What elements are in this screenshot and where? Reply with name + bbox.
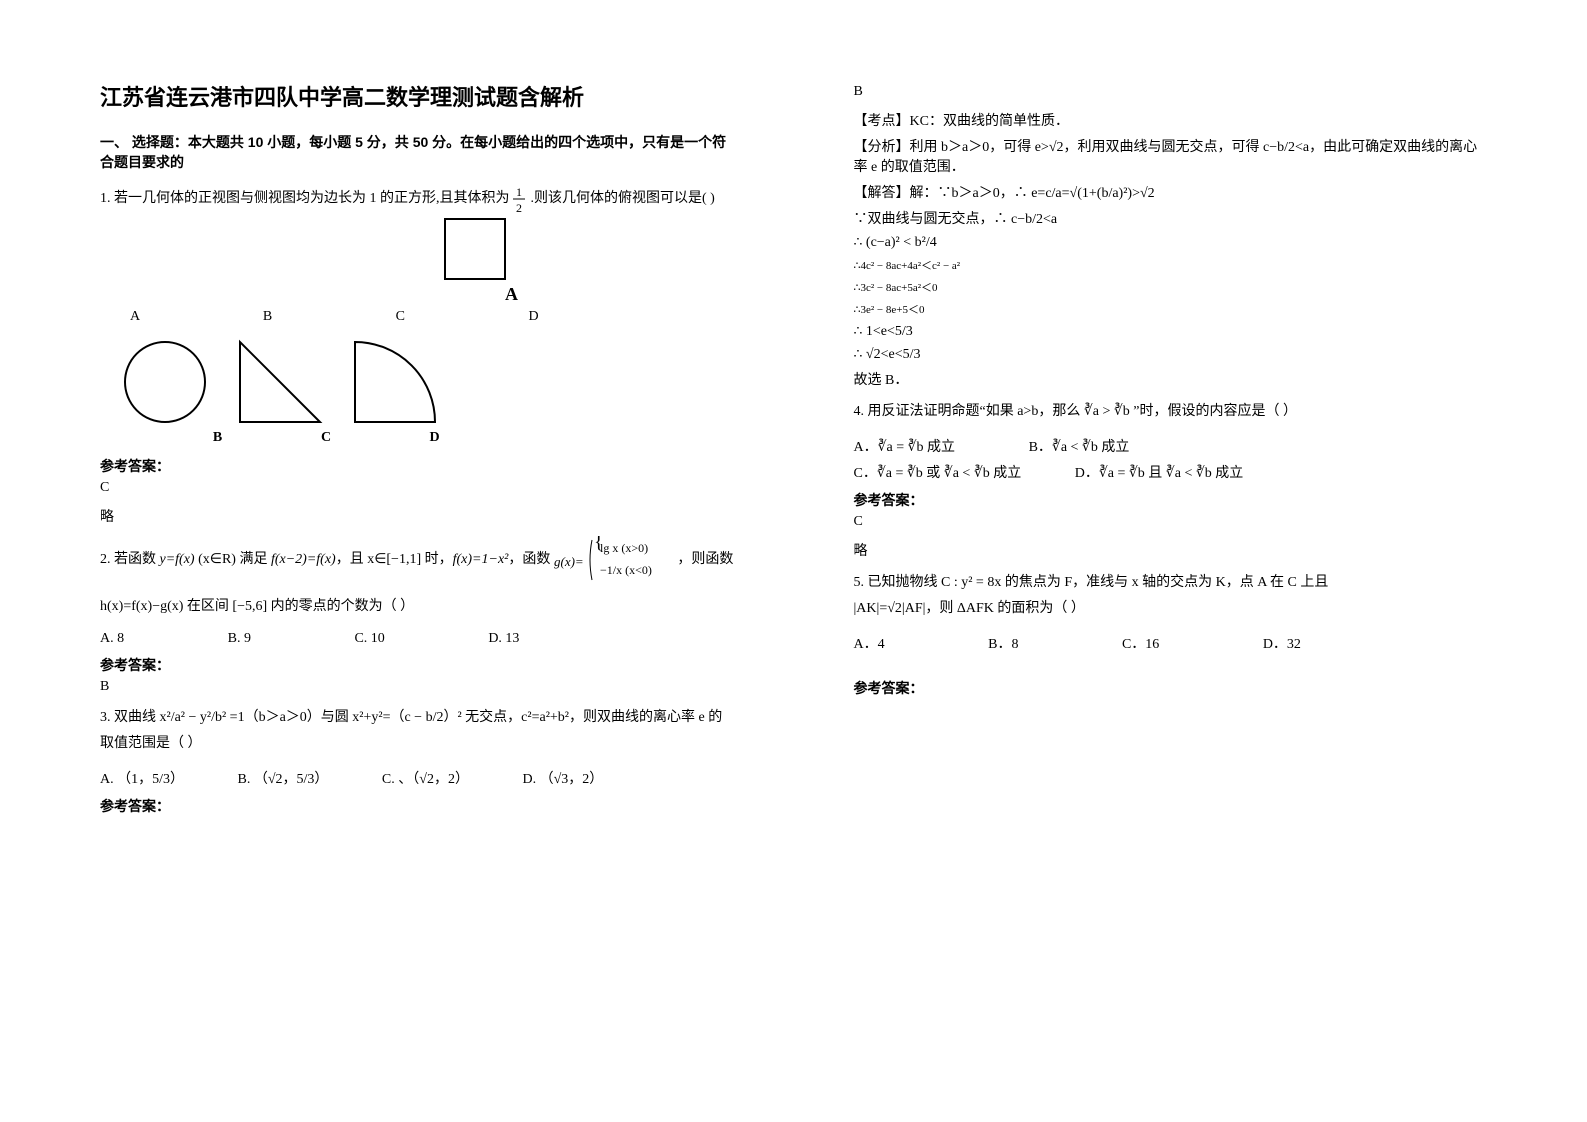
q1-stem-a: 1. 若一几何体的正视图与侧视图均为边长为 1 的正方形,且其体积为	[100, 191, 510, 206]
q2-opt-a: A. 8	[100, 631, 124, 647]
q3-options: A. （1，5/3） B. （√2，5/3） C. 、（√2，2） D. （√3…	[100, 768, 734, 788]
q3-answer: B	[854, 84, 1488, 100]
figures-bcd: B C D	[120, 335, 734, 446]
question-5: 5. 已知抛物线 C : y² = 8x 的焦点为 F，准线与 x 轴的交点为 …	[854, 570, 1488, 623]
q3-step1: ∵双曲线与圆无交点，∴ c−b/2<a	[854, 208, 1488, 228]
svg-text:lg x (x>0): lg x (x>0)	[600, 541, 648, 555]
q4-opt-a: A．∛a = ∛b 成立	[854, 436, 956, 456]
q2-opt-c: C. 10	[354, 631, 384, 647]
q3-step2: ∴ (c−a)² < b²/4	[854, 234, 1488, 251]
figure-a-label: A	[505, 284, 518, 305]
q4-opt-b: B．∛a < ∛b 成立	[1029, 436, 1130, 456]
q3-step3: ∴4c² − 8ac+4a²＜c² − a²	[854, 257, 1488, 273]
page: 江苏省连云港市四队中学高二数学理测试题含解析 一、 选择题：本大题共 10 小题…	[0, 0, 1587, 1122]
q1-stem-b: .则该几何体的俯视图可以是( )	[531, 191, 715, 206]
left-column: 江苏省连云港市四队中学高二数学理测试题含解析 一、 选择题：本大题共 10 小题…	[0, 0, 794, 1122]
q5-opt-c: C．16	[1122, 633, 1159, 653]
answer-label: 参考答案：	[100, 655, 734, 675]
q3-step6: ∴ 1<e<5/3	[854, 323, 1488, 340]
q2-stem: 2. 若函数 y=f(x) (x∈R) 满足 f(x−2)=f(x)，且 x∈[…	[100, 552, 733, 567]
q3-stem: 3. 双曲线 x²/a² − y²/b² =1（b＞a＞0）与圆 x²+y²=（…	[100, 710, 722, 752]
q4-stem: 4. 用反证法证明命题“如果 a>b，那么 ∛a > ∛b ”时，假设的内容应是…	[854, 404, 1298, 419]
q4-options-ab: A．∛a = ∛b 成立 B．∛a < ∛b 成立	[854, 436, 1488, 456]
q3-opt-a: A. （1，5/3）	[100, 768, 184, 788]
q3-kp: 【考点】KC：双曲线的简单性质．	[854, 110, 1488, 130]
figure-labels-bottom: B C D	[165, 430, 734, 446]
piecewise-g-icon: g(x)= { lg x (x>0) −1/x (x<0)	[554, 536, 674, 584]
figure-square-icon	[440, 214, 510, 284]
question-1: 1. 若一几何体的正视图与侧视图均为边长为 1 的正方形,且其体积为 1 2 .…	[100, 184, 734, 214]
q4-answer: C	[854, 514, 1488, 530]
q5-stem-b: |AK|=√2|AF|，则 ΔAFK 的面积为（ ）	[854, 601, 1085, 616]
q1-lue: 略	[100, 506, 734, 526]
q3-opt-b: B. （√2，5/3）	[238, 768, 329, 788]
answer-label: 参考答案：	[854, 490, 1488, 510]
q2-options: A. 8 B. 9 C. 10 D. 13	[100, 631, 734, 647]
q3-step5: ∴3e² − 8e+5＜0	[854, 301, 1488, 317]
q5-opt-b: B．8	[988, 633, 1018, 653]
svg-text:2: 2	[516, 201, 522, 214]
svg-text:−1/x (x<0): −1/x (x<0)	[600, 563, 652, 577]
q5-options: A．4 B．8 C．16 D．32	[854, 633, 1488, 653]
label-b: B	[165, 430, 270, 446]
q1-answer: C	[100, 480, 734, 496]
answer-label: 参考答案：	[854, 678, 1488, 698]
label-c: C	[274, 430, 379, 446]
answer-label: 参考答案：	[100, 456, 734, 476]
answer-label: 参考答案：	[100, 796, 734, 816]
option-labels-top: A B C D	[130, 309, 734, 325]
q4-opt-d: D．∛a = ∛b 且 ∛a < ∛b 成立	[1075, 462, 1244, 482]
fraction-half-icon: 1 2	[513, 184, 527, 214]
q2-opt-b: B. 9	[228, 631, 251, 647]
right-column: B 【考点】KC：双曲线的简单性质． 【分析】利用 b＞a＞0，可得 e>√2，…	[794, 0, 1587, 1122]
q4-options-cd: C．∛a = ∛b 或 ∛a < ∛b 成立 D．∛a = ∛b 且 ∛a < …	[854, 462, 1488, 482]
q3-jd: 【解答】解：∵b＞a＞0，∴ e=c/a=√(1+(b/a)²)>√2	[854, 182, 1488, 202]
svg-text:g(x)=: g(x)=	[554, 554, 584, 569]
figure-a-wrap: A	[440, 214, 734, 304]
q3-opt-d: D. （√3，2）	[522, 768, 603, 788]
q5-stem-a: 5. 已知抛物线 C : y² = 8x 的焦点为 F，准线与 x 轴的交点为 …	[854, 575, 1329, 590]
question-3: 3. 双曲线 x²/a² − y²/b² =1（b＞a＞0）与圆 x²+y²=（…	[100, 705, 734, 758]
q3-step4: ∴3c² − 8ac+5a²＜0	[854, 279, 1488, 295]
q4-lue: 略	[854, 540, 1488, 560]
q2-h: h(x)=f(x)−g(x) 在区间 [−5,6] 内的零点的个数为（ ）	[100, 594, 734, 621]
q5-opt-a: A．4	[854, 633, 885, 653]
q3-step7: ∴ √2<e<5/3	[854, 346, 1488, 363]
q2-opt-d: D. 13	[488, 631, 519, 647]
label-d: D	[382, 430, 487, 446]
question-4: 4. 用反证法证明命题“如果 a>b，那么 ∛a > ∛b ”时，假设的内容应是…	[854, 399, 1488, 426]
q2-answer: B	[100, 679, 734, 695]
figures-bcd-svg	[120, 335, 460, 430]
q4-opt-c: C．∛a = ∛b 或 ∛a < ∛b 成立	[854, 462, 1022, 482]
question-2: 2. 若函数 y=f(x) (x∈R) 满足 f(x−2)=f(x)，且 x∈[…	[100, 536, 734, 584]
q5-opt-d: D．32	[1263, 633, 1301, 653]
svg-text:1: 1	[516, 185, 522, 199]
q3-opt-c: C. 、（√2，2）	[382, 768, 469, 788]
section-header: 一、 选择题：本大题共 10 小题，每小题 5 分，共 50 分。在每小题给出的…	[100, 132, 734, 172]
title: 江苏省连云港市四队中学高二数学理测试题含解析	[100, 80, 734, 112]
q3-fx: 【分析】利用 b＞a＞0，可得 e>√2，利用双曲线与圆无交点，可得 c−b/2…	[854, 136, 1488, 176]
q3-end: 故选 B．	[854, 369, 1488, 389]
